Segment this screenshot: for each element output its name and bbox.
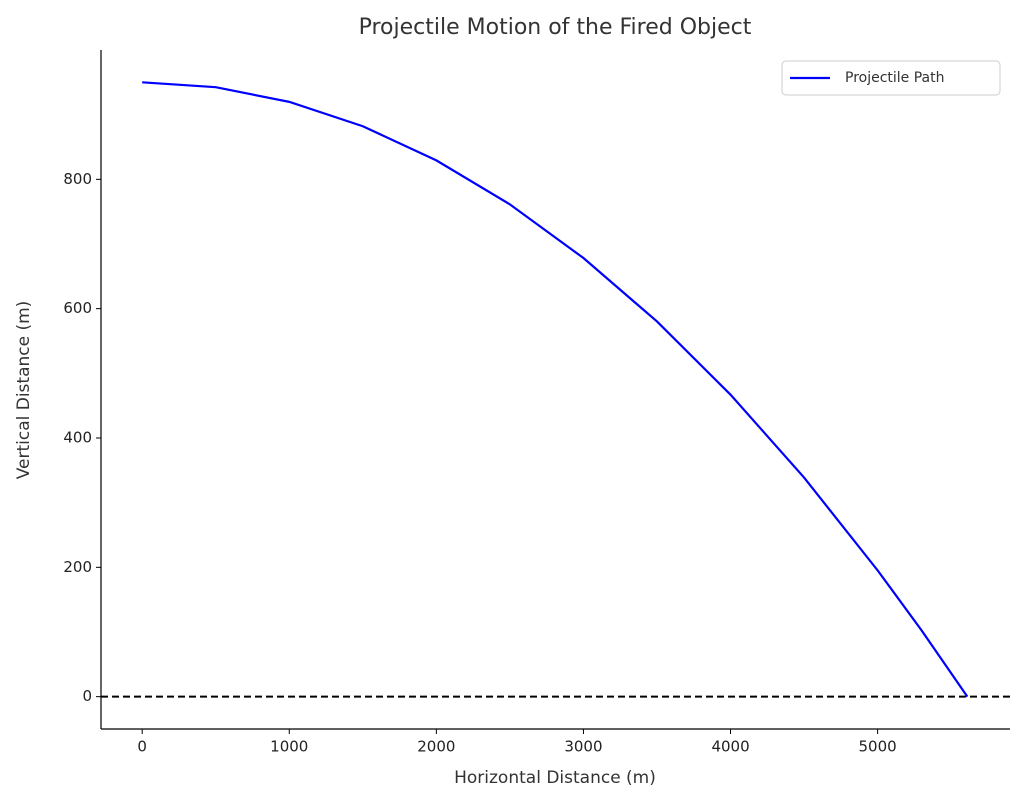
chart-title: Projectile Motion of the Fired Object [359,15,752,40]
x-tick-label: 2000 [417,738,455,756]
y-tick-label: 0 [82,687,92,705]
x-tick-label: 4000 [711,738,749,756]
y-axis-label: Vertical Distance (m) [14,301,34,480]
y-tick-label: 600 [63,299,92,317]
y-tick-label: 400 [63,429,92,447]
y-tick-label: 800 [63,170,92,188]
legend-box [781,60,1001,96]
x-tick-label: 3000 [564,738,602,756]
x-tick-label: 1000 [270,738,308,756]
legend-label: Projectile Path [845,70,945,86]
y-tick-label: 200 [63,558,92,576]
x-axis-label: Horizontal Distance (m) [454,768,656,788]
line-series [142,81,969,698]
x-tick-label: 0 [137,738,147,756]
x-tick-label: 5000 [859,738,897,756]
